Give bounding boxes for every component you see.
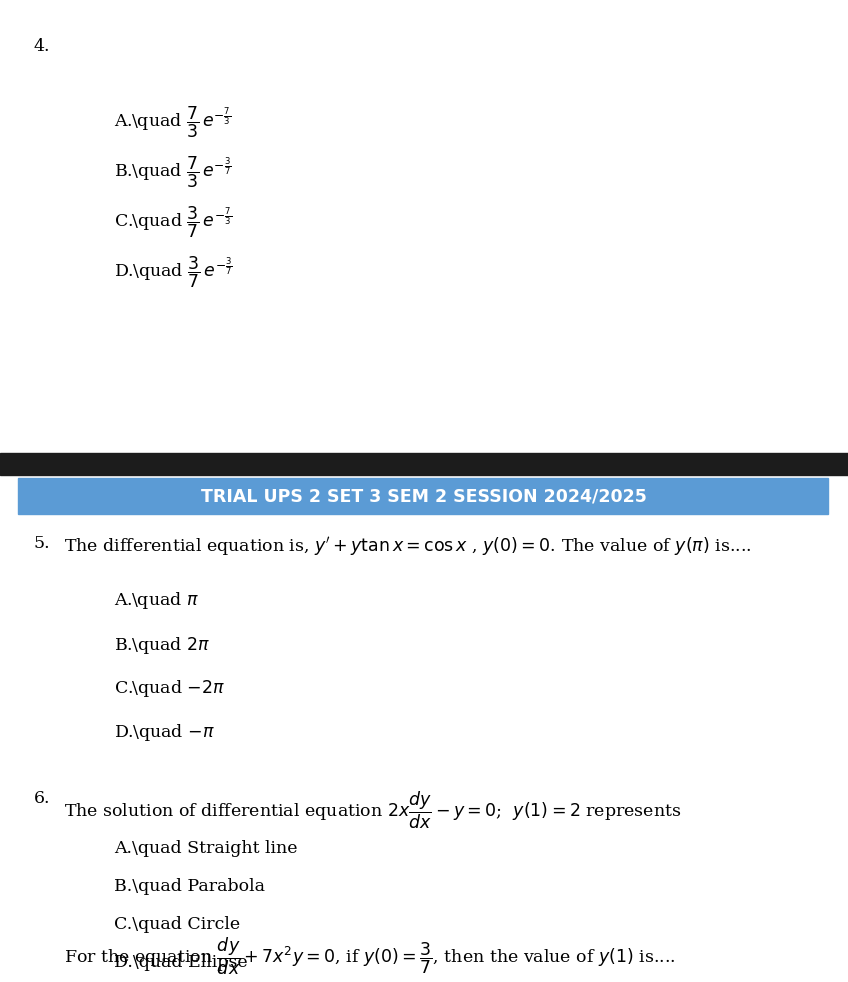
Text: D.\quad Ellipse: D.\quad Ellipse	[114, 954, 248, 971]
Text: C.\quad $-2\pi$: C.\quad $-2\pi$	[114, 678, 226, 699]
Text: D.\quad $\dfrac{3}{7}\,e^{-\frac{3}{7}}$: D.\quad $\dfrac{3}{7}\,e^{-\frac{3}{7}}$	[114, 255, 233, 291]
Text: TRIAL UPS 2 SET 3 SEM 2 SESSION 2024/2025: TRIAL UPS 2 SET 3 SEM 2 SESSION 2024/202…	[201, 487, 647, 505]
Text: B.\quad $\dfrac{7}{3}\,e^{-\frac{3}{7}}$: B.\quad $\dfrac{7}{3}\,e^{-\frac{3}{7}}$	[114, 155, 232, 191]
Text: D.\quad $-\pi$: D.\quad $-\pi$	[114, 722, 215, 743]
Bar	[18, 478, 828, 514]
Text: For the equation $\dfrac{dy}{dx}+7x^2y=0$, if $y(0)=\dfrac{3}{7}$, then the valu: For the equation $\dfrac{dy}{dx}+7x^2y=0…	[64, 936, 675, 977]
Text: A.\quad $\dfrac{7}{3}\,e^{-\frac{7}{3}}$: A.\quad $\dfrac{7}{3}\,e^{-\frac{7}{3}}$	[114, 105, 232, 140]
Text: B.\quad Parabola: B.\quad Parabola	[114, 878, 265, 895]
Text: The solution of differential equation $2x\dfrac{dy}{dx}-y=0$;  $y(1)=2$ represen: The solution of differential equation $2…	[64, 790, 681, 832]
Text: C.\quad Circle: C.\quad Circle	[114, 916, 241, 933]
Text: A.\quad $\pi$: A.\quad $\pi$	[114, 590, 199, 611]
Text: A.\quad Straight line: A.\quad Straight line	[114, 840, 298, 857]
Text: 6.: 6.	[34, 790, 50, 807]
Text: 5.: 5.	[34, 535, 51, 552]
Bar	[0, 453, 848, 475]
Text: The differential equation is, $y'+y\tan x=\cos x$ , $y(0)=0$. The value of $y(\p: The differential equation is, $y'+y\tan …	[64, 535, 751, 558]
Text: 4.: 4.	[34, 38, 50, 55]
Text: B.\quad $2\pi$: B.\quad $2\pi$	[114, 635, 210, 656]
Text: C.\quad $\dfrac{3}{7}\,e^{-\frac{7}{3}}$: C.\quad $\dfrac{3}{7}\,e^{-\frac{7}{3}}$	[114, 205, 232, 241]
